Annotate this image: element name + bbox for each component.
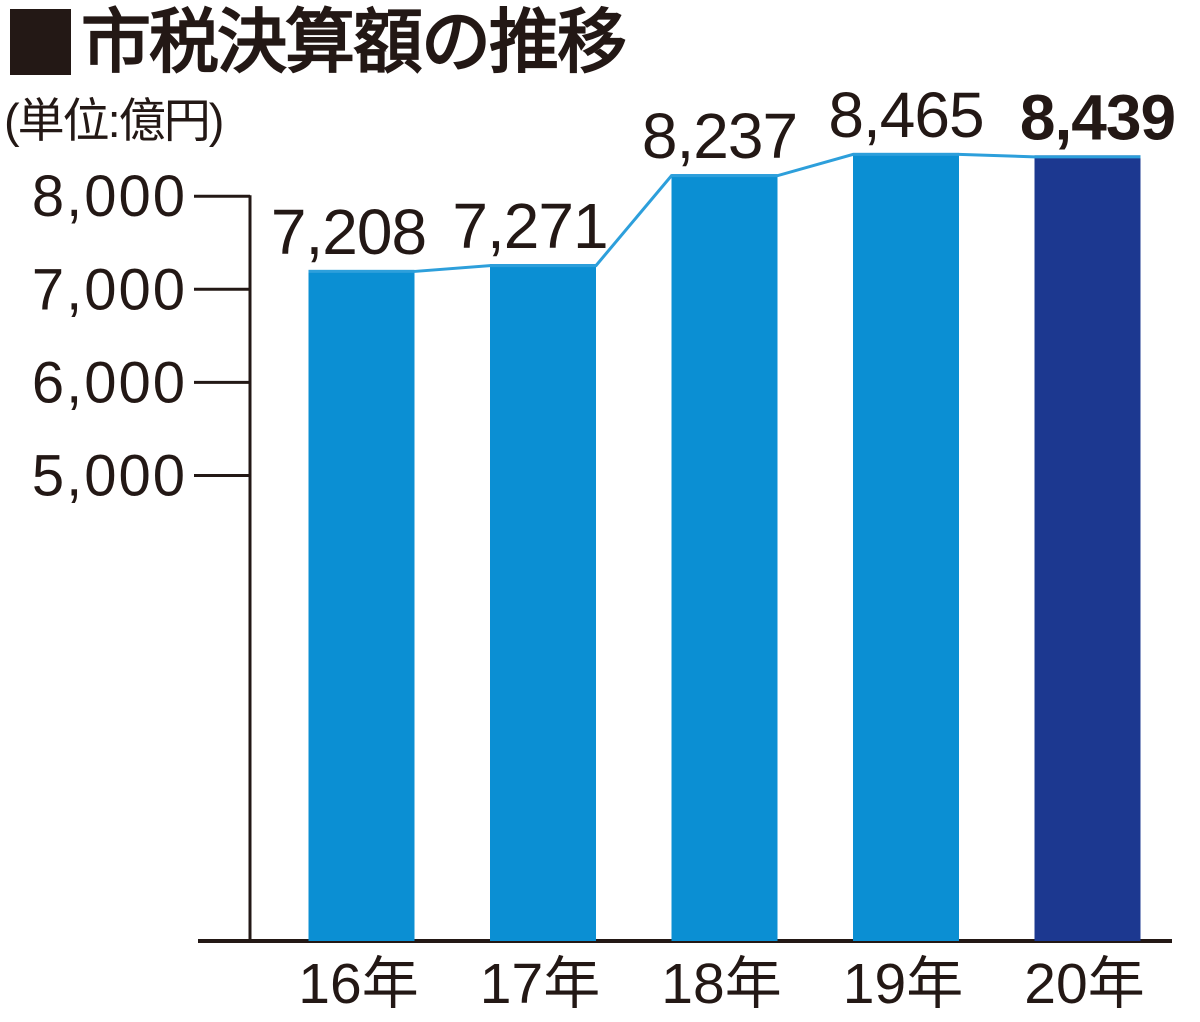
y-tick-label-6000: 6,000 (32, 350, 187, 415)
bar-19年 (853, 152, 959, 941)
x-label-19年: 19年 (843, 952, 963, 1016)
x-label-17年: 17年 (480, 952, 600, 1016)
x-label-18年: 18年 (661, 952, 781, 1016)
value-label-17年: 7,271 (452, 190, 607, 262)
chart-title: 市税決算額の推移 (81, 3, 627, 81)
value-label-20年: 8,439 (1020, 81, 1175, 153)
y-tick-label-8000: 8,000 (32, 164, 187, 229)
unit-label: (単位:億円) (4, 94, 224, 147)
y-tick-label-7000: 7,000 (32, 257, 187, 322)
connector-line (308, 152, 1141, 273)
value-label-16年: 7,208 (271, 196, 426, 268)
x-label-20年: 20年 (1024, 952, 1144, 1016)
bar-17年 (490, 264, 596, 941)
bar-20年 (1034, 155, 1141, 941)
bar-16年 (308, 269, 415, 942)
bar-18年 (671, 174, 778, 941)
x-label-16年: 16年 (298, 952, 418, 1016)
y-tick-label-5000: 5,000 (32, 444, 187, 509)
chart-title-row: 市税決算額の推移 (10, 3, 627, 81)
title-marker-square-icon (10, 9, 71, 75)
value-label-19年: 8,465 (828, 79, 983, 151)
value-label-18年: 8,237 (642, 100, 797, 172)
